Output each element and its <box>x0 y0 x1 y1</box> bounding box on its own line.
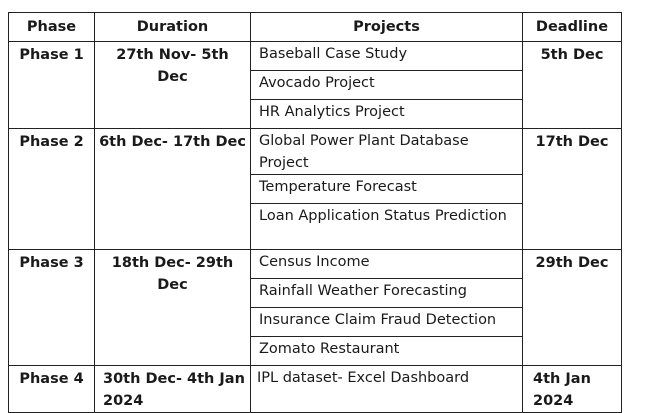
header-duration: Duration <box>94 12 251 42</box>
project-item: Global Power Plant Database Project <box>251 129 522 175</box>
schedule-table: Phase Duration Projects Deadline Phase 1… <box>8 12 622 413</box>
projects-cell: Census Income Rainfall Weather Forecasti… <box>250 249 523 366</box>
duration-cell: 18th Dec- 29th Dec <box>94 249 251 366</box>
projects-cell: IPL dataset- Excel Dashboard <box>250 365 523 413</box>
table-row: Phase 4 30th Dec- 4th Jan 2024 IPL datas… <box>8 365 622 413</box>
deadline-cell: 4th Jan 2024 <box>522 365 622 413</box>
deadline-cell: 29th Dec <box>522 249 622 366</box>
project-item: Temperature Forecast <box>251 175 522 204</box>
project-item: Loan Application Status Prediction <box>259 208 507 224</box>
project-item: Zomato Restaurant <box>259 341 400 357</box>
project-item: Baseball Case Study <box>251 42 522 71</box>
table-row: Phase 1 27th Nov- 5th Dec Baseball Case … <box>8 41 622 129</box>
duration-cell: 30th Dec- 4th Jan 2024 <box>94 365 251 413</box>
project-item: IPL dataset- Excel Dashboard <box>257 370 470 386</box>
project-item: Census Income <box>251 250 522 279</box>
phase-cell: Phase 2 <box>8 128 95 250</box>
table-row: Phase 3 18th Dec- 29th Dec Census Income… <box>8 249 622 366</box>
phase-cell: Phase 4 <box>8 365 95 413</box>
table-row: Phase 2 6th Dec- 17th Dec Global Power P… <box>8 128 622 250</box>
deadline-cell: 5th Dec <box>522 41 622 129</box>
header-row: Phase Duration Projects Deadline <box>8 12 622 42</box>
project-item: Insurance Claim Fraud Detection <box>251 308 522 337</box>
deadline-cell: 17th Dec <box>522 128 622 250</box>
header-deadline: Deadline <box>522 12 622 42</box>
duration-cell: 27th Nov- 5th Dec <box>94 41 251 129</box>
projects-cell: Global Power Plant Database Project Temp… <box>250 128 523 250</box>
header-projects: Projects <box>250 12 523 42</box>
phase-cell: Phase 3 <box>8 249 95 366</box>
duration-cell: 6th Dec- 17th Dec <box>94 128 251 250</box>
header-phase: Phase <box>8 12 95 42</box>
project-item: Rainfall Weather Forecasting <box>251 279 522 308</box>
project-item: HR Analytics Project <box>259 104 405 120</box>
project-item: Avocado Project <box>251 71 522 100</box>
phase-cell: Phase 1 <box>8 41 95 129</box>
projects-cell: Baseball Case Study Avocado Project HR A… <box>250 41 523 129</box>
